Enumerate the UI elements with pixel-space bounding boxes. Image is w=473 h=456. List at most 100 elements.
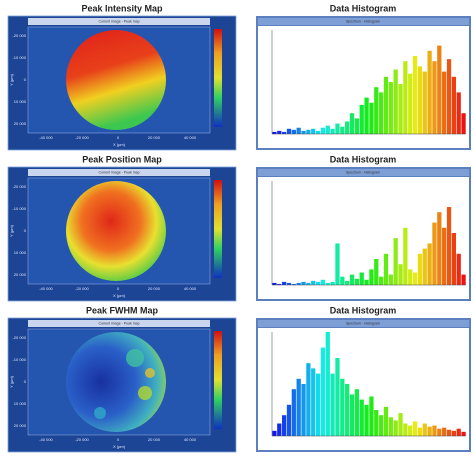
histogram-bar [345,384,349,436]
map-x-tick-label: -40 000 [39,437,53,442]
histogram-bar [311,368,315,436]
histogram-bar [360,105,364,134]
histogram-bar [340,277,344,285]
histogram-bar [389,82,393,134]
map-y-tick-label: 10 000 [14,250,27,255]
map-y-tick-label: -10 000 [12,206,26,211]
histogram-bar [364,280,368,285]
histogram-bar [457,254,461,285]
map-y-tick-label: 20 000 [14,272,27,277]
map-y-tick-label: 20 000 [14,121,27,126]
map-x-tick-label: 40 000 [184,135,197,140]
histogram-bar [447,430,451,436]
histogram-bar [369,396,373,436]
map-y-label: Y (µm) [9,73,14,86]
histogram-bar [394,238,398,285]
map-panel-title: Current image - Peak map [98,19,139,23]
histogram-bar [413,421,417,436]
histogram-bar [301,131,305,134]
histogram-bar [297,379,301,436]
map-sample [66,30,166,130]
map-y-tick-label: -10 000 [12,55,26,60]
histogram-bar [287,283,291,285]
histogram-bar [306,283,310,285]
map-y-tick-label: -20 000 [12,335,26,340]
histogram-bar [442,228,446,285]
histogram-bar [306,363,310,436]
histogram-bar [428,51,432,134]
histogram-bar [461,275,465,285]
histogram-bar [360,400,364,436]
histogram-bar [413,56,417,134]
screenshot: Peak Intensity Map Current image - Peak m… [0,0,473,456]
histogram-bar [423,424,427,436]
histogram-bar [379,277,383,285]
histogram-bar [394,420,398,436]
map-y-tick-label: 10 000 [14,401,27,406]
histogram-bar [272,431,276,436]
histogram-bar [272,132,276,134]
histogram-bar [364,98,368,134]
histogram-title: Data Histogram [330,154,397,164]
histogram-bar [345,122,349,134]
histogram-bar [379,415,383,436]
map-x-tick-label: 20 000 [148,135,161,140]
histogram-bar [355,118,359,134]
map-title: Peak FWHM Map [86,305,159,315]
histogram-bar [321,280,325,285]
histogram-bar [394,70,398,134]
histogram-bar [418,428,422,436]
histogram-bar [287,129,291,134]
map-y-tick-label: 20 000 [14,423,27,428]
histogram-panel-title: Spectrum - Histogram [346,321,380,325]
histogram-bar [311,281,315,285]
histogram-bar [403,228,407,285]
histogram-bar [413,273,417,285]
histogram-bar [316,131,320,134]
histogram-bar [428,243,432,285]
map-x-tick-label: 40 000 [184,437,197,442]
histogram-bar [447,59,451,134]
histogram-bar [428,427,432,436]
histogram-bar [277,424,281,436]
color-bar [214,180,222,278]
histogram-bar [306,130,310,134]
histogram-bar [374,259,378,285]
histogram-bar [384,407,388,436]
histogram-bar [452,77,456,134]
histogram-bar [355,389,359,436]
histogram-bar [364,405,368,436]
histogram-bar [282,415,286,436]
histogram-bar [374,87,378,134]
histogram-bar [350,113,354,134]
histogram-bar [369,103,373,134]
histogram-bar [452,431,456,436]
histogram-bar [403,424,407,436]
histogram-bar [418,254,422,285]
histogram-bar [398,413,402,436]
histogram-bar [301,384,305,436]
histogram-bar [360,273,364,285]
histogram-bar [282,132,286,134]
map-spot [126,349,144,367]
histogram-bar [321,348,325,436]
histogram-bar [287,405,291,436]
histogram-bar [408,426,412,436]
histogram-bar [331,374,335,436]
map-spot [145,368,155,378]
histogram-bar [389,275,393,285]
histogram-bar [437,212,441,285]
histogram-bar [398,264,402,285]
histogram-bar [384,254,388,285]
histogram-bar [408,269,412,285]
histogram-bar [282,282,286,285]
map-x-label: X (µm) [113,444,126,449]
histogram-bar [432,223,436,285]
histogram-bar [292,389,296,436]
map-panel-title: Current image - Peak map [98,321,139,325]
map-y-label: Y (µm) [9,375,14,388]
map-x-tick-label: 40 000 [184,286,197,291]
map-x-label: X (µm) [113,142,126,147]
map-title: Peak Intensity Map [81,3,163,13]
histogram-bar [331,129,335,134]
